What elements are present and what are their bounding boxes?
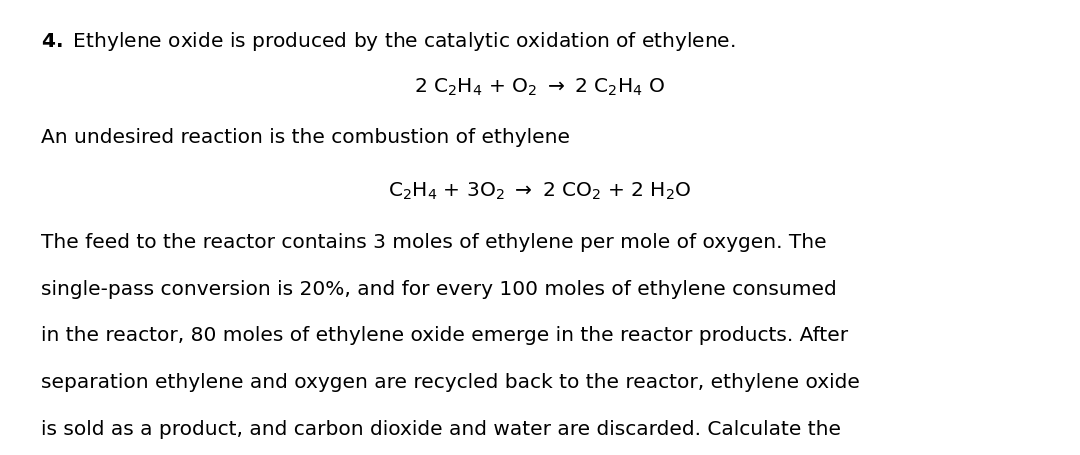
Text: $\mathbf{4.}$ Ethylene oxide is produced by the catalytic oxidation of ethylene.: $\mathbf{4.}$ Ethylene oxide is produced… (41, 30, 735, 52)
Text: in the reactor, 80 moles of ethylene oxide emerge in the reactor products. After: in the reactor, 80 moles of ethylene oxi… (41, 326, 848, 345)
Text: separation ethylene and oxygen are recycled back to the reactor, ethylene oxide: separation ethylene and oxygen are recyc… (41, 373, 860, 392)
Text: 2 C$_2$H$_4$ + O$_2$ $\rightarrow$ 2 C$_2$H$_4$ O: 2 C$_2$H$_4$ + O$_2$ $\rightarrow$ 2 C$_… (415, 76, 665, 98)
Text: single-pass conversion is 20%, and for every 100 moles of ethylene consumed: single-pass conversion is 20%, and for e… (41, 279, 837, 298)
Text: C$_2$H$_4$ + 3O$_2$ $\rightarrow$ 2 CO$_2$ + 2 H$_2$O: C$_2$H$_4$ + 3O$_2$ $\rightarrow$ 2 CO$_… (389, 181, 691, 202)
Text: An undesired reaction is the combustion of ethylene: An undesired reaction is the combustion … (41, 127, 570, 147)
Text: is sold as a product, and carbon dioxide and water are discarded. Calculate the: is sold as a product, and carbon dioxide… (41, 420, 841, 439)
Text: The feed to the reactor contains 3 moles of ethylene per mole of oxygen. The: The feed to the reactor contains 3 moles… (41, 232, 826, 251)
